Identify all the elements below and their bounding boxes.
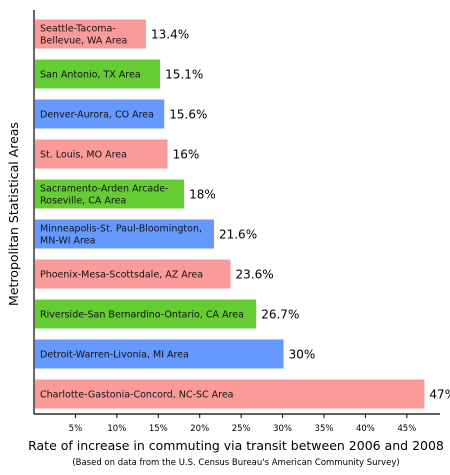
x-tick-label: 15% [149,424,168,434]
bar [35,139,168,169]
bar [35,379,425,409]
bar-category-label: Roseville, CA Area [40,196,126,207]
bar-value-label: 18% [189,188,216,202]
x-tick-label: 45% [397,424,416,434]
bar-value-label: 15.1% [165,68,203,82]
x-ticks-layer: 5% 10% 15% 20% 25% 30% 35% 40% 45% [69,414,416,434]
bar [35,99,165,129]
x-tick-label: 25% [232,424,251,434]
bar-group: Charlotte-Gastonia-Concord, NC-SC Area 47… [35,379,450,409]
x-tick-label: 35% [315,424,334,434]
bar-category-label: Charlotte-Gastonia-Concord, NC-SC Area [40,390,234,401]
bar-category-label: Detroit-Warren-Livonia, MI Area [40,350,189,361]
bar-value-label: 16% [173,148,200,162]
bar-category-label: San Antonio, TX Area [40,70,141,81]
bar-value-label: 47% [429,388,450,402]
x-tick-label: 5% [69,424,83,434]
bar-group: Denver-Aurora, CO Area 15.6% [35,99,207,129]
bar-group: San Antonio, TX Area 15.1% [35,59,203,89]
bar-category-label: Sacramento-Arden Arcade- [40,184,169,195]
bar-group: St. Louis, MO Area 16% [35,139,200,169]
bar-group: Riverside-San Bernardino-Ontario, CA Are… [35,299,299,329]
bar-group: Detroit-Warren-Livonia, MI Area 30% [35,339,316,369]
bar [35,299,257,329]
bar-category-label: Bellevue, WA Area [40,36,127,47]
bar-value-label: 23.6% [236,268,274,282]
bar-value-label: 15.6% [169,108,207,122]
x-tick-label: 10% [107,424,126,434]
bar [35,339,284,369]
y-axis-title: Metropolitan Statistical Areas [6,122,21,306]
bar-group: Minneapolis-St. Paul-Bloomington,MN-WI A… [35,219,257,249]
bar-value-label: 21.6% [219,228,257,242]
bar-category-label: Seattle-Tacoma- [40,24,116,35]
x-axis-title: Rate of increase in commuting via transi… [28,438,444,453]
x-tick-label: 20% [190,424,209,434]
bar-category-label: Riverside-San Bernardino-Ontario, CA Are… [40,310,244,321]
bar-category-label: Phoenix-Mesa-Scottsdale, AZ Area [40,270,203,281]
bar-group: Phoenix-Mesa-Scottsdale, AZ Area 23.6% [35,259,274,289]
bar [35,19,147,49]
bar [35,259,231,289]
x-axis-note: (Based on data from the U.S. Census Bure… [72,458,399,468]
x-tick-label: 30% [273,424,292,434]
bar-value-label: 13.4% [151,28,189,42]
bars-layer: Seattle-Tacoma-Bellevue, WA Area 13.4% San… [35,19,450,409]
bar-value-label: 30% [289,348,316,362]
x-tick-label: 40% [356,424,375,434]
bar [35,59,161,89]
bar [35,179,185,209]
bar-value-label: 26.7% [261,308,299,322]
bar-category-label: Denver-Aurora, CO Area [40,110,154,121]
bar-group: Sacramento-Arden Arcade-Roseville, CA Ar… [35,179,216,209]
bar-category-label: MN-WI Area [40,236,95,247]
bar-category-label: St. Louis, MO Area [40,150,127,161]
bar [35,219,214,249]
bar-category-label: Minneapolis-St. Paul-Bloomington, [40,224,202,235]
bar-group: Seattle-Tacoma-Bellevue, WA Area 13.4% [35,19,189,49]
